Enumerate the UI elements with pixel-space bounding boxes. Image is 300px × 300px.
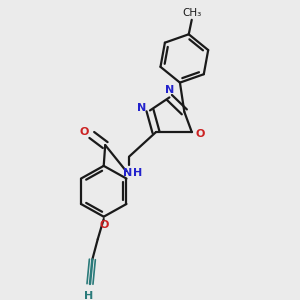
Text: CH₃: CH₃ [183, 8, 202, 19]
Text: O: O [80, 127, 89, 136]
Text: O: O [196, 128, 205, 139]
Text: N: N [137, 103, 146, 113]
Text: N: N [123, 167, 132, 178]
Text: H: H [84, 290, 93, 300]
Text: H: H [134, 167, 143, 178]
Text: O: O [99, 220, 108, 230]
Text: N: N [165, 85, 175, 95]
